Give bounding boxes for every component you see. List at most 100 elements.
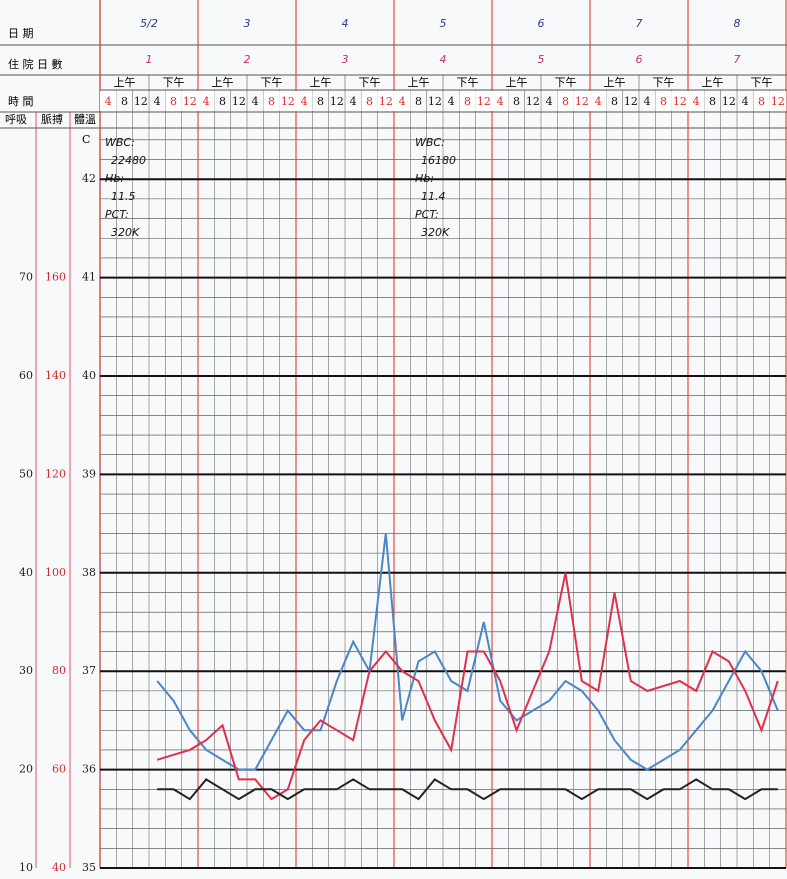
x-tick-label: 12 (771, 95, 785, 108)
annotation: PCT: (415, 208, 439, 221)
row-label-time: 時 間 (8, 95, 34, 108)
axis-header: 脈搏 (41, 112, 63, 126)
date-label: 3 (244, 17, 251, 30)
x-tick-label: 4 (448, 95, 455, 108)
pulse-tick-label: 160 (45, 271, 66, 284)
date-label: 8 (734, 17, 741, 30)
x-tick-label: 12 (134, 95, 148, 108)
date-label: 4 (342, 17, 349, 30)
hospital-day-label: 6 (636, 53, 643, 66)
hospital-day-label: 2 (244, 53, 251, 66)
chart: 日 期 住 院 日 數 時 間 C 3536373839404142406080… (0, 0, 787, 879)
period-label: 下午 (751, 76, 773, 89)
x-tick-label: 4 (203, 95, 210, 108)
hospital-day-label: 1 (146, 53, 153, 66)
period-label: 上午 (212, 76, 234, 89)
resp-tick-label: 60 (19, 369, 33, 382)
period-label: 下午 (555, 76, 577, 89)
x-tick-label: 8 (464, 95, 471, 108)
annotation: 320K (421, 226, 450, 239)
x-tick-label: 4 (105, 95, 112, 108)
x-tick-label: 12 (477, 95, 491, 108)
x-tick-label: 12 (722, 95, 736, 108)
x-tick-label: 8 (562, 95, 569, 108)
pulse-tick-label: 120 (45, 467, 66, 480)
hospital-day-label: 3 (342, 53, 349, 66)
date-label: 6 (538, 17, 545, 30)
resp-tick-label: 10 (19, 861, 33, 874)
resp-tick-label: 50 (19, 467, 33, 480)
x-tick-label: 8 (758, 95, 765, 108)
annotation: WBC: (415, 136, 445, 149)
date-label: 7 (636, 17, 643, 30)
temp-tick-label: 36 (82, 763, 96, 776)
period-label: 上午 (408, 76, 430, 89)
temp-tick-label: 38 (82, 566, 96, 579)
annotation: PCT: (105, 208, 129, 221)
x-tick-label: 8 (317, 95, 324, 108)
x-tick-label: 4 (154, 95, 161, 108)
x-tick-label: 4 (497, 95, 504, 108)
x-tick-label: 12 (526, 95, 540, 108)
resp-tick-label: 30 (19, 664, 33, 677)
x-tick-label: 12 (428, 95, 442, 108)
hospital-day-label: 5 (538, 53, 545, 66)
x-tick-label: 12 (379, 95, 393, 108)
x-tick-label: 8 (660, 95, 667, 108)
date-label: 5 (440, 17, 447, 30)
x-tick-label: 4 (693, 95, 700, 108)
temp-tick-label: 39 (82, 467, 96, 480)
x-tick-label: 8 (415, 95, 422, 108)
row-label-date: 日 期 (8, 27, 34, 40)
x-tick-label: 8 (121, 95, 128, 108)
x-tick-label: 8 (170, 95, 177, 108)
resp-tick-label: 20 (19, 763, 33, 776)
period-label: 上午 (506, 76, 528, 89)
x-tick-label: 4 (742, 95, 749, 108)
pulse-tick-label: 60 (52, 763, 66, 776)
date-label: 5/2 (140, 17, 158, 30)
period-label: 下午 (653, 76, 675, 89)
annotation: Hb: (105, 172, 124, 185)
x-tick-label: 12 (624, 95, 638, 108)
x-tick-label: 8 (219, 95, 226, 108)
x-tick-label: 4 (595, 95, 602, 108)
annotation: WBC: (105, 136, 135, 149)
x-tick-label: 4 (399, 95, 406, 108)
annotation: 320K (111, 226, 140, 239)
axis-header: 呼吸 (5, 113, 27, 126)
pulse-tick-label: 80 (52, 664, 66, 677)
x-tick-label: 4 (301, 95, 308, 108)
x-tick-label: 8 (366, 95, 373, 108)
temp-unit: C (82, 133, 90, 146)
row-label-day: 住 院 日 數 (8, 57, 63, 71)
x-tick-label: 12 (183, 95, 197, 108)
annotation: 22480 (111, 154, 146, 167)
x-tick-label: 8 (611, 95, 618, 108)
x-tick-label: 4 (644, 95, 651, 108)
annotation: 16180 (421, 154, 456, 167)
x-tick-label: 12 (330, 95, 344, 108)
period-label: 上午 (310, 76, 332, 89)
period-label: 上午 (604, 76, 626, 89)
hospital-day-label: 4 (440, 53, 447, 66)
x-tick-label: 12 (673, 95, 687, 108)
temp-tick-label: 40 (82, 369, 96, 382)
period-label: 上午 (702, 76, 724, 89)
temp-tick-label: 37 (82, 664, 96, 677)
x-tick-label: 4 (252, 95, 259, 108)
x-tick-label: 4 (546, 95, 553, 108)
x-tick-label: 8 (513, 95, 520, 108)
temp-tick-label: 41 (82, 271, 96, 284)
x-tick-label: 4 (350, 95, 357, 108)
x-tick-label: 8 (268, 95, 275, 108)
period-label: 下午 (457, 76, 479, 89)
period-label: 下午 (163, 76, 185, 89)
x-tick-label: 12 (575, 95, 589, 108)
annotation: 11.4 (421, 190, 446, 203)
temp-tick-label: 35 (82, 861, 96, 874)
hospital-day-label: 7 (734, 53, 741, 66)
pulse-tick-label: 40 (52, 861, 66, 874)
x-tick-label: 12 (281, 95, 295, 108)
pulse-tick-label: 100 (45, 566, 66, 579)
